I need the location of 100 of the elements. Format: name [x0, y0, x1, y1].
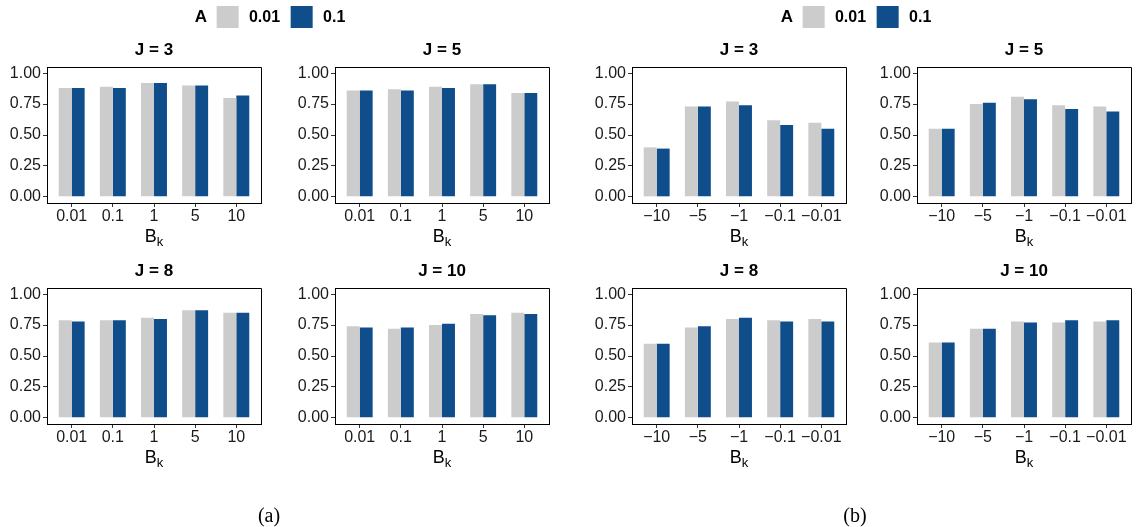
- y-tick-label: 0.25: [9, 377, 42, 395]
- y-tick-label: 1.00: [594, 63, 627, 81]
- y-tick-label: 1.00: [879, 284, 912, 302]
- y-tick-label: 0.25: [879, 156, 912, 174]
- y-tick-label: 0.75: [297, 315, 330, 333]
- bar: [656, 148, 670, 197]
- chart-title: J = 3: [134, 40, 174, 60]
- x-tick-label: −1: [1014, 207, 1034, 225]
- chart-title: J = 5: [422, 40, 462, 60]
- x-tick-label: 0.1: [101, 207, 125, 225]
- chart-title: J = 5: [1004, 40, 1044, 60]
- x-tick-label: 10: [227, 207, 246, 225]
- bar: [154, 83, 167, 197]
- x-axis-title: B$_{k}$: [144, 226, 164, 249]
- y-tick-label: 0.50: [9, 346, 42, 364]
- y-tick-label: 0.50: [297, 346, 330, 364]
- x-tick-label: −0.01: [801, 428, 842, 446]
- x-tick-label: 5: [190, 207, 200, 225]
- bar: [511, 312, 525, 418]
- x-tick-label: −0.01: [1086, 428, 1127, 446]
- bar: [400, 327, 414, 418]
- x-tick-label: 0.01: [344, 207, 376, 225]
- bar: [941, 342, 955, 418]
- y-tick-label: 0.25: [594, 156, 627, 174]
- y-tick-label: 1.00: [879, 63, 912, 81]
- x-tick-label: −10: [643, 207, 671, 225]
- bar: [182, 85, 196, 197]
- bar: [643, 343, 657, 418]
- x-tick-label: 1: [437, 428, 447, 446]
- x-axis-title: B$_{k}$: [729, 447, 749, 470]
- bar: [780, 321, 794, 418]
- y-tick-label: 0.75: [879, 94, 912, 112]
- bar: [195, 85, 209, 197]
- y-tick-label: 0.75: [9, 94, 42, 112]
- y-tick-label: 0.50: [297, 125, 330, 143]
- bar: [483, 315, 497, 418]
- y-tick-label: 1.00: [297, 63, 330, 81]
- bar: [1024, 322, 1037, 418]
- bar: [969, 104, 983, 197]
- y-tick-label: 0.50: [879, 125, 912, 143]
- y-tick-label: 1.00: [297, 284, 330, 302]
- bar: [1065, 109, 1079, 197]
- y-tick-label: 0.00: [594, 187, 627, 205]
- bar: [141, 83, 154, 197]
- bar: [442, 323, 455, 418]
- legend-label: 0.1: [323, 8, 346, 26]
- bar: [524, 313, 538, 418]
- x-tick-label: −10: [928, 428, 956, 446]
- bar: [1065, 320, 1079, 418]
- x-tick-label: −1: [729, 207, 749, 225]
- y-tick-label: 0.25: [297, 156, 330, 174]
- bar: [346, 326, 360, 418]
- chart-title: J = 8: [134, 261, 174, 281]
- bar: [58, 88, 72, 197]
- x-axis-title: B$_{k}$: [1014, 447, 1034, 470]
- bar: [1011, 321, 1024, 418]
- x-tick-label: −10: [643, 428, 671, 446]
- y-tick-label: 0.50: [594, 125, 627, 143]
- bar: [387, 328, 401, 418]
- bar: [112, 320, 126, 418]
- chart-title: J = 3: [719, 40, 759, 60]
- chart-title: J = 10: [1000, 261, 1048, 281]
- bar: [739, 317, 752, 418]
- y-tick-label: 0.00: [879, 187, 912, 205]
- bar: [58, 320, 72, 418]
- bar: [182, 310, 196, 418]
- y-tick-label: 0.75: [879, 315, 912, 333]
- bar: [684, 106, 698, 197]
- x-tick-label: −0.1: [1049, 207, 1082, 225]
- x-tick-label: −10: [928, 207, 956, 225]
- y-tick-label: 0.25: [9, 156, 42, 174]
- y-tick-label: 0.25: [879, 377, 912, 395]
- chart-title: J = 10: [418, 261, 466, 281]
- bar: [928, 342, 942, 418]
- bar: [821, 128, 835, 197]
- x-tick-label: 1: [149, 207, 159, 225]
- x-tick-label: 10: [515, 207, 534, 225]
- bar: [1093, 321, 1107, 418]
- legend-title: A: [780, 7, 793, 27]
- bar: [71, 321, 85, 418]
- bar: [1052, 322, 1066, 418]
- bar: [780, 125, 794, 197]
- text: (a): [257, 503, 281, 527]
- bar: [656, 343, 670, 418]
- y-tick-label: 0.50: [879, 346, 912, 364]
- bar: [767, 120, 781, 197]
- bar: [236, 95, 250, 197]
- x-tick-label: −0.1: [1049, 428, 1082, 446]
- x-tick-label: 5: [478, 428, 488, 446]
- x-tick-label: 10: [515, 428, 534, 446]
- x-tick-label: 5: [478, 207, 488, 225]
- bar: [71, 88, 85, 197]
- x-tick-label: 5: [190, 428, 200, 446]
- y-tick-label: 1.00: [594, 284, 627, 302]
- bar: [697, 106, 711, 197]
- bar: [684, 327, 698, 418]
- x-tick-label: 0.1: [101, 428, 125, 446]
- bar: [223, 97, 237, 197]
- legend-label: 0.01: [248, 8, 281, 26]
- bar: [141, 317, 154, 418]
